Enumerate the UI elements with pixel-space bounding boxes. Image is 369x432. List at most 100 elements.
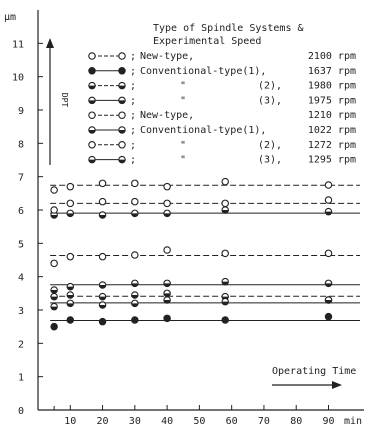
- legend-marker: [88, 126, 96, 134]
- x-tick-label: 20: [97, 416, 109, 427]
- data-point: [50, 206, 58, 214]
- data-point: [163, 182, 171, 191]
- data-point: [221, 199, 229, 208]
- legend-rpm: 2100 rpm: [308, 51, 356, 62]
- legend-marker: [118, 52, 126, 60]
- legend-label: (2),: [258, 81, 282, 92]
- data-point: [98, 292, 107, 301]
- legend-separator: ;: [130, 125, 136, 136]
- legend-label: ": [180, 155, 186, 166]
- data-point: [50, 302, 58, 311]
- x-unit-label: min: [344, 416, 362, 427]
- y-tick-label: 10: [12, 73, 24, 84]
- legend-label: New-type,: [140, 51, 194, 62]
- data-point: [98, 179, 107, 188]
- legend-rpm: 1975 rpm: [308, 95, 356, 106]
- legend-marker: [88, 141, 96, 149]
- x-tick-label: 90: [322, 416, 334, 427]
- legend-rpm: 1295 rpm: [308, 155, 356, 166]
- data-point: [324, 207, 333, 216]
- data-point: [131, 251, 139, 259]
- data-point: [163, 246, 171, 254]
- data-point: [98, 197, 107, 206]
- y-tick-label: 4: [18, 273, 24, 284]
- legend-separator: ;: [130, 66, 136, 77]
- right-arrow-head: [332, 381, 342, 389]
- y-tick-label: 8: [18, 139, 24, 150]
- data-point: [131, 299, 139, 308]
- legend-separator: ;: [130, 110, 136, 121]
- legend-marker: [88, 96, 96, 105]
- data-point: [163, 199, 171, 208]
- y-unit-label: μm: [4, 12, 16, 23]
- data-point: [131, 291, 139, 299]
- legend-label: ": [180, 140, 186, 151]
- data-point: [66, 282, 75, 291]
- legend-separator: ;: [130, 140, 136, 151]
- legend-marker: [118, 155, 126, 164]
- data-point: [66, 316, 75, 324]
- data-point: [221, 177, 229, 186]
- y-axis-vertical-label: DPT: [60, 93, 69, 108]
- data-point: [98, 211, 107, 219]
- data-point: [50, 211, 58, 219]
- data-point: [50, 259, 58, 268]
- x-tick-label: 30: [129, 416, 141, 427]
- y-tick-label: 7: [18, 173, 24, 184]
- legend-rpm: 1272 rpm: [308, 140, 356, 151]
- legend-label: Conventional-type(1),: [140, 66, 266, 77]
- y-tick-label: 3: [18, 306, 24, 317]
- y-tick-label: 5: [18, 239, 24, 250]
- data-point: [324, 181, 333, 189]
- x-tick-label: 80: [290, 416, 302, 427]
- y-tick-label: 9: [18, 106, 24, 117]
- legend-separator: ;: [130, 95, 136, 106]
- data-point: [66, 182, 75, 191]
- data-point: [66, 252, 75, 261]
- legend-rpm: 1022 rpm: [308, 125, 356, 136]
- legend-marker: [88, 67, 96, 75]
- legend-label: (3),: [258, 95, 282, 106]
- annotation-operating-time: Operating Time: [272, 366, 356, 377]
- x-tick-label: 40: [161, 416, 173, 427]
- data-point: [221, 297, 229, 306]
- data-point: [163, 209, 171, 218]
- data-point: [163, 296, 171, 304]
- data-point: [50, 286, 58, 294]
- data-point: [98, 281, 107, 289]
- data-point: [163, 279, 171, 288]
- data-point: [221, 277, 229, 286]
- legend-label: ": [180, 95, 186, 106]
- data-point: [98, 252, 107, 261]
- data-point: [66, 299, 75, 308]
- legend-label: ": [180, 81, 186, 92]
- data-point: [324, 196, 333, 204]
- data-point: [324, 249, 333, 258]
- data-point: [131, 316, 139, 324]
- x-tick-label: 50: [193, 416, 205, 427]
- data-point: [50, 186, 58, 194]
- legend-label: New-type,: [140, 110, 194, 121]
- legend-label: Conventional-type(1),: [140, 125, 266, 136]
- legend-separator: ;: [130, 155, 136, 166]
- data-point: [66, 199, 75, 208]
- legend-rpm: 1210 rpm: [308, 110, 356, 121]
- data-point: [131, 197, 139, 206]
- y-tick-label: 2: [18, 339, 24, 350]
- legend-label: (2),: [258, 140, 282, 151]
- data-point: [66, 291, 75, 299]
- data-point: [50, 322, 58, 331]
- data-point: [131, 279, 139, 288]
- legend-marker: [118, 81, 126, 90]
- data-point: [324, 312, 333, 321]
- legend-rpm: 1637 rpm: [308, 66, 356, 77]
- data-point: [131, 179, 139, 188]
- legend-marker: [88, 155, 96, 164]
- legend-separator: ;: [130, 51, 136, 62]
- data-point: [50, 292, 58, 301]
- data-point: [98, 317, 107, 326]
- data-point: [324, 279, 333, 288]
- y-tick-label: 0: [18, 406, 24, 417]
